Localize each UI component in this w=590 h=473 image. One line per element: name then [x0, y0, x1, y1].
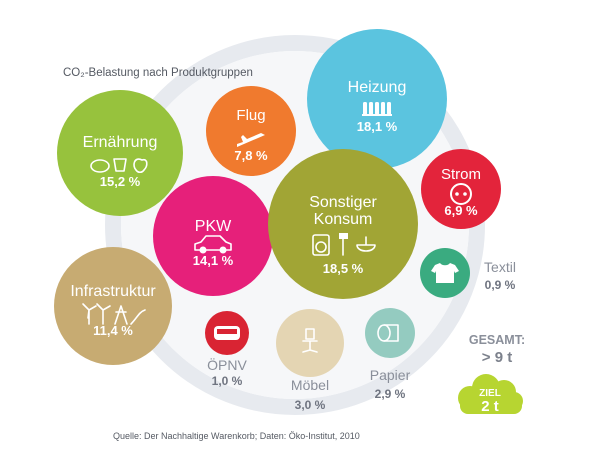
bubble-label: Papier	[370, 367, 411, 383]
bubble-value: 3,0 %	[295, 398, 326, 412]
bubble-value: 7,8 %	[234, 148, 268, 163]
bubble-flug: Flug 7,8 %	[206, 86, 296, 176]
bubble-pkw: PKW 14,1 %	[153, 176, 273, 296]
chart-title: CO₂-Belastung nach Produktgruppen	[63, 67, 253, 79]
bubble-label: Strom	[441, 166, 481, 183]
bubble-heizung: Heizung 18,1 %	[307, 29, 447, 169]
bubble-moebel: Möbel 3,0 %	[276, 309, 344, 412]
bubble-label: Konsum	[314, 211, 373, 228]
bubble-label: Sonstiger	[309, 194, 377, 211]
bubbles-layer: Ernährung 15,2 % Flug 7,8 % Heizung 18,1 % Str…	[54, 29, 516, 412]
bubble-circle-flug	[206, 86, 296, 176]
source-note: Quelle: Der Nachhaltige Warenkorb; Daten…	[113, 431, 360, 441]
chair-icon	[302, 328, 318, 353]
bubble-label: Infrastruktur	[70, 283, 156, 300]
bubble-label: PKW	[195, 218, 232, 235]
car-icon	[194, 235, 232, 254]
goal-value: 2 t	[481, 398, 499, 415]
bubble-value: 11,4 %	[93, 323, 133, 338]
bubble-strom: Strom 6,9 %	[421, 149, 501, 229]
food-icons	[90, 158, 148, 174]
bubble-label: ÖPNV	[207, 356, 247, 373]
bubble-circle-strom	[421, 149, 501, 229]
bubble-circle-ernaehrung	[57, 90, 183, 216]
bubble-value: 14,1 %	[193, 253, 234, 268]
paper-roll-icon	[377, 324, 399, 342]
bubble-label: Textil	[484, 259, 516, 275]
power-socket-icon	[450, 183, 472, 205]
bubble-value: 15,2 %	[100, 174, 141, 189]
consumer-goods-icons	[312, 233, 376, 256]
tshirt-icon	[431, 263, 459, 283]
bubble-value: 0,9 %	[485, 278, 516, 292]
bubble-label: Flug	[236, 107, 265, 124]
radiator-icon	[362, 102, 392, 116]
airplane-icon	[237, 133, 265, 147]
bubble-textil: Textil 0,9 %	[420, 248, 516, 298]
goal-cloud: ZIEL 2 t	[458, 374, 523, 415]
bus-icon	[214, 326, 240, 340]
bubble-value: 18,1 %	[357, 119, 398, 134]
bubble-circle-infrastruktur	[54, 247, 172, 365]
bubble-ernaehrung: Ernährung 15,2 %	[57, 90, 183, 216]
total-label: GESAMT:	[469, 333, 525, 347]
bubble-circle-heizung	[307, 29, 447, 169]
bubble-label: Heizung	[348, 79, 407, 96]
bubble-circle-sonstiger-konsum	[268, 149, 418, 299]
bubble-label: Möbel	[291, 377, 329, 393]
bubble-papier: Papier 2,9 %	[365, 308, 415, 401]
wind-power-icons	[82, 303, 146, 325]
bubble-value: 18,5 %	[323, 261, 364, 276]
bubble-value: 6,9 %	[444, 203, 478, 218]
bubble-value: 1,0 %	[212, 374, 243, 388]
bubble-label: Ernährung	[83, 134, 158, 151]
total-value: > 9 t	[482, 349, 512, 366]
goal-label: ZIEL	[479, 388, 501, 399]
bubble-value: 2,9 %	[375, 387, 406, 401]
bubble-infrastruktur: Infrastruktur 11,4 %	[54, 247, 172, 365]
